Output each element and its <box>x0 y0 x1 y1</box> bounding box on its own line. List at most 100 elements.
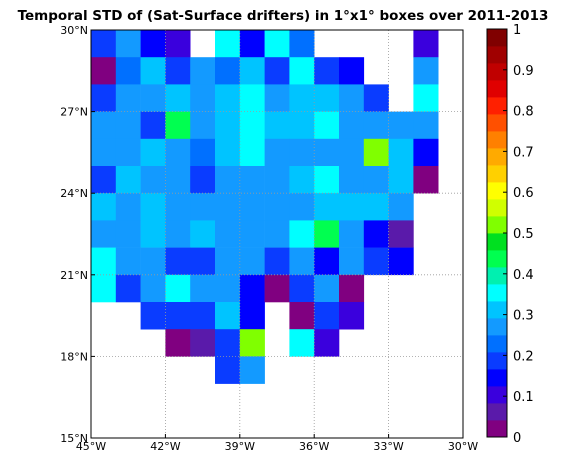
heatmap-cell <box>215 329 241 357</box>
heatmap-cell <box>413 138 439 167</box>
y-tick-label: 21°N <box>60 269 88 282</box>
colorbar-segment <box>487 97 507 115</box>
heatmap-cell <box>363 111 389 140</box>
heatmap-cell <box>239 220 265 248</box>
colorbar-tick-label: 0.8 <box>513 105 534 120</box>
heatmap-cell <box>165 111 191 140</box>
colorbar <box>486 28 508 438</box>
colorbar-segment <box>487 63 507 81</box>
heatmap-cell <box>215 356 241 384</box>
heatmap-cell <box>190 302 216 330</box>
chart-title: Temporal STD of (Sat-Surface drifters) i… <box>18 8 549 24</box>
heatmap-cell <box>215 220 241 248</box>
colorbar-tick-label: 0.4 <box>513 268 534 283</box>
heatmap-cell <box>215 138 241 167</box>
heatmap-cell <box>115 138 141 167</box>
heatmap-cell <box>190 274 216 303</box>
heatmap-cell <box>289 57 315 85</box>
heatmap-cell <box>140 84 166 112</box>
heatmap-cell <box>413 57 439 85</box>
heatmap-cell <box>363 84 389 112</box>
heatmap-cell <box>289 274 315 303</box>
heatmap-cell <box>115 166 141 194</box>
colorbar-tick-label: 0.5 <box>513 227 534 242</box>
heatmap-cell <box>239 57 265 85</box>
heatmap-cell <box>339 302 365 330</box>
heatmap-cell <box>239 138 265 167</box>
heatmap-cell <box>239 193 265 221</box>
heatmap-cell <box>140 302 166 330</box>
heatmap-cell <box>215 30 241 58</box>
heatmap-cell <box>339 193 365 221</box>
x-tick-label: 33°W <box>373 440 403 452</box>
x-tick-label: 36°W <box>299 440 329 452</box>
heatmap-cell <box>314 274 340 303</box>
colorbar-segment <box>487 352 507 370</box>
heatmap-cell <box>91 138 117 167</box>
heatmap-cell <box>91 111 117 140</box>
heatmap-cell <box>339 220 365 248</box>
heatmap-cell <box>289 302 315 330</box>
heatmap-cell <box>388 111 414 140</box>
colorbar-segment <box>487 301 507 319</box>
heatmap-cell <box>215 247 241 276</box>
heatmap-cell <box>215 57 241 85</box>
heatmap-cell <box>413 84 439 112</box>
colorbar-segment <box>487 250 507 268</box>
heatmap-cell <box>239 302 265 330</box>
heatmap-cell <box>215 166 241 194</box>
heatmap-cell <box>264 111 290 140</box>
heatmap-cell <box>91 166 117 194</box>
colorbar-segment <box>487 182 507 200</box>
heatmap-cell <box>140 166 166 194</box>
heatmap-cell <box>165 138 191 167</box>
heatmap-cell <box>91 220 117 248</box>
heatmap-cell <box>264 166 290 194</box>
colorbar-segment <box>487 131 507 149</box>
heatmap-cell <box>363 247 389 276</box>
heatmap-cell <box>314 302 340 330</box>
colorbar-tick-label: 0.2 <box>513 349 534 364</box>
heatmap-cell <box>289 247 315 276</box>
heatmap-cell <box>314 57 340 85</box>
heatmap-cell <box>289 111 315 140</box>
heatmap-cell <box>289 166 315 194</box>
heatmap-cell <box>190 138 216 167</box>
colorbar-segment <box>487 46 507 64</box>
heatmap-cell <box>165 84 191 112</box>
heatmap-cell <box>339 138 365 167</box>
heatmap-cell <box>165 274 191 303</box>
heatmap-cell <box>190 111 216 140</box>
colorbar-tick-label: 0.7 <box>513 145 534 160</box>
colorbar-tick-label: 0.3 <box>513 309 534 324</box>
colorbar-segment <box>487 386 507 404</box>
colorbar-segment <box>487 335 507 353</box>
heatmap-cell <box>363 193 389 221</box>
colorbar-segment <box>487 267 507 285</box>
y-tick-label: 27°N <box>60 106 88 119</box>
x-axis: 45°W 42°W 39°W 36°W 33°W 30°W <box>76 434 478 452</box>
heatmap-cell <box>165 166 191 194</box>
colorbar-segment <box>487 233 507 251</box>
heatmap-cell <box>115 220 141 248</box>
heatmap-cell <box>140 138 166 167</box>
y-tick-label: 30°N <box>60 24 88 37</box>
heatmap-cell <box>264 274 290 303</box>
colorbar-tick-label: 0.6 <box>513 186 534 201</box>
heatmap-cell <box>239 274 265 303</box>
heatmap-cell <box>190 220 216 248</box>
heatmap-cell <box>289 220 315 248</box>
heatmap-cell <box>363 220 389 248</box>
heatmap-cell <box>190 57 216 85</box>
heatmap-cell <box>388 220 414 248</box>
colorbar-segment <box>487 403 507 421</box>
heatmap-cell <box>140 111 166 140</box>
heatmap-cell <box>264 247 290 276</box>
heatmap-cell <box>165 247 191 276</box>
heatmap-cell <box>239 329 265 357</box>
heatmap-cell <box>165 329 191 357</box>
heatmap-cell <box>91 30 117 58</box>
x-tick-label: 39°W <box>225 440 255 452</box>
heatmap-cell <box>190 193 216 221</box>
heatmap-cell <box>264 220 290 248</box>
